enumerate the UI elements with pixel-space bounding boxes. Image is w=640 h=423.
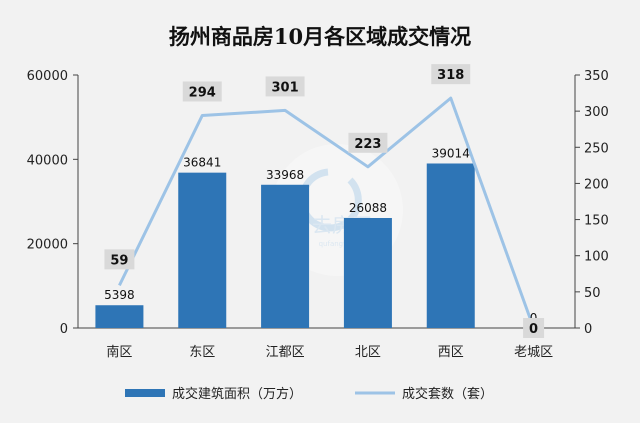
category-label: 江都区 xyxy=(266,345,305,360)
category-label: 东区 xyxy=(189,345,215,360)
bar-value-label: 5398 xyxy=(104,288,135,302)
category-label: 老城区 xyxy=(514,345,553,360)
legend-line-label: 成交套数（套） xyxy=(402,386,493,402)
bar xyxy=(178,172,227,328)
count-label-box xyxy=(182,81,222,102)
count-label: 223 xyxy=(354,137,381,152)
left-tick-label: 60000 xyxy=(27,69,68,84)
bar-value-label: 36841 xyxy=(183,156,221,170)
count-line xyxy=(118,96,535,329)
bar-value-label: 26088 xyxy=(349,201,387,215)
bar xyxy=(426,163,475,328)
chart-title: 扬州商品房10月各区域成交情况 xyxy=(169,24,471,49)
left-tick-label: 40000 xyxy=(27,153,68,168)
category-label: 南区 xyxy=(106,344,132,360)
bar xyxy=(95,305,144,328)
right-axis-ticks: 0 50 100 150 200 250 300 350 xyxy=(575,69,609,337)
count-label: 301 xyxy=(272,80,299,95)
bar xyxy=(261,184,310,328)
count-label: 59 xyxy=(110,253,128,268)
line-value-labels: 59 294 301 223 318 0 xyxy=(104,64,545,338)
right-tick-label: 150 xyxy=(584,214,609,229)
count-label: 0 xyxy=(529,322,538,337)
right-tick-label: 300 xyxy=(584,105,609,120)
bar-value-label: 39014 xyxy=(432,146,470,160)
category-labels: 南区 东区 江都区 北区 西区 老城区 xyxy=(106,344,553,360)
count-label: 318 xyxy=(437,68,464,83)
count-label: 294 xyxy=(189,85,216,100)
bar xyxy=(343,217,392,328)
count-label-box xyxy=(104,249,135,270)
count-label-box xyxy=(348,132,388,153)
right-tick-label: 100 xyxy=(584,250,609,265)
right-tick-label: 350 xyxy=(584,69,609,84)
left-tick-label: 0 xyxy=(60,322,68,337)
line-series xyxy=(118,96,535,329)
count-label-box xyxy=(265,76,305,97)
bar-series xyxy=(95,163,475,328)
watermark-subtext: qufangw.com xyxy=(319,240,366,248)
right-tick-label: 200 xyxy=(584,177,609,192)
right-tick-label: 250 xyxy=(584,141,609,156)
left-axis-ticks: 0 20000 40000 60000 xyxy=(27,69,78,337)
count-label-box xyxy=(431,64,471,85)
left-tick-label: 20000 xyxy=(27,238,68,253)
right-tick-label: 0 xyxy=(584,322,592,337)
category-label: 北区 xyxy=(355,345,381,360)
right-tick-label: 50 xyxy=(584,286,601,301)
watermark-swirl-icon xyxy=(298,168,362,232)
bar-value-label: 33968 xyxy=(266,168,304,182)
legend: 成交建筑面积（万方） 成交套数（套） xyxy=(125,386,493,402)
legend-bar-label: 成交建筑面积（万方） xyxy=(172,386,302,402)
legend-bar-swatch xyxy=(125,389,165,397)
count-label-box xyxy=(523,318,545,338)
bar-value-labels: 5398368413396826088390140 xyxy=(104,146,537,325)
category-label: 西区 xyxy=(438,345,464,360)
